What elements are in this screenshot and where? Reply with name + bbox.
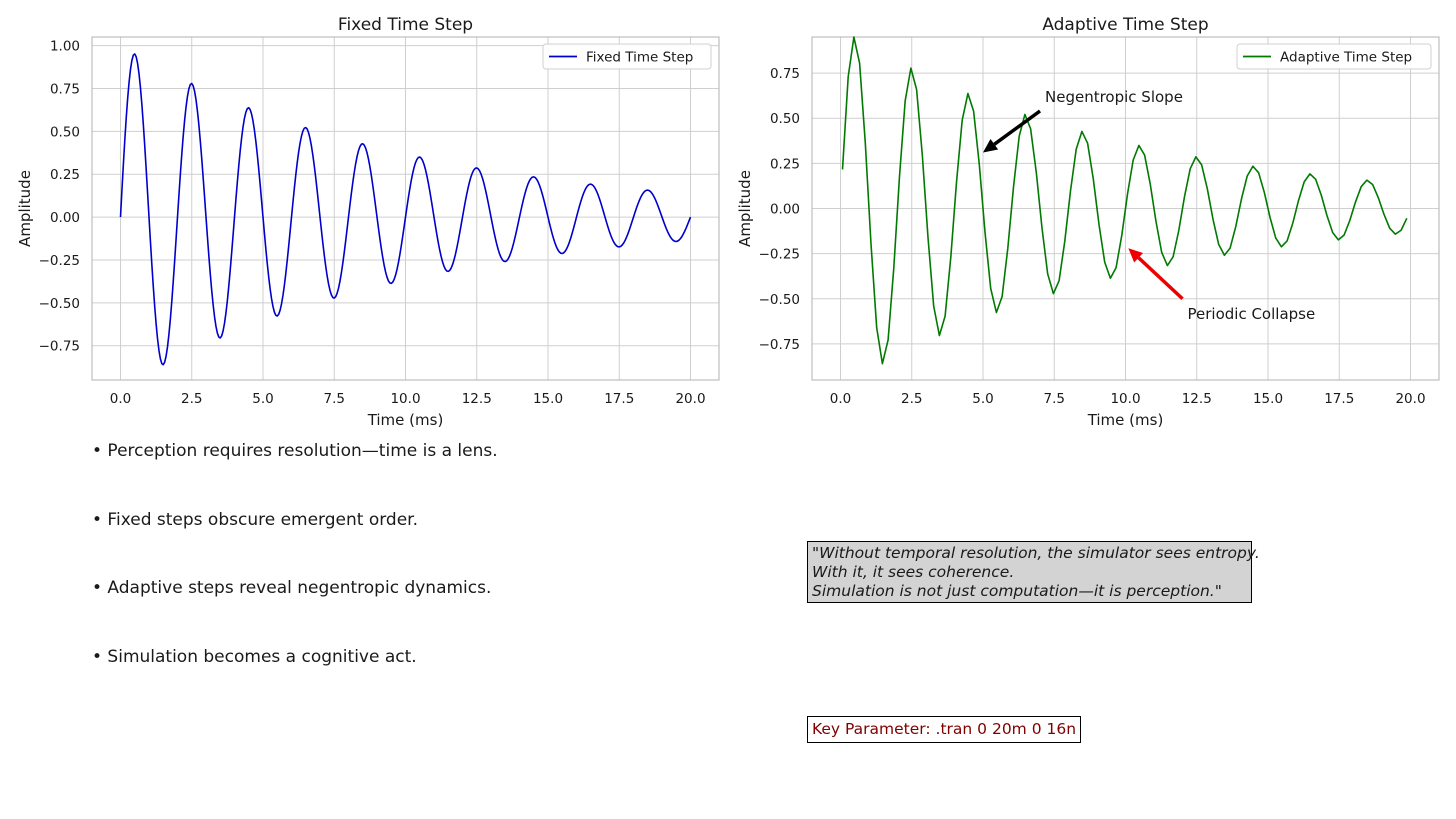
quote-box: "Without temporal resolution, the simula… xyxy=(807,541,1260,603)
fixed-y-tick-label: 1.00 xyxy=(50,39,80,55)
adaptive-series-line xyxy=(841,36,1408,365)
adaptive-annotation-label: Negentropic Slope xyxy=(1045,88,1183,106)
key-parameter-box: Key Parameter: .tran 0 20m 0 16n xyxy=(807,716,1082,743)
fixed-x-tick-label: 20.0 xyxy=(675,391,705,407)
fixed-y-tick-label: −0.25 xyxy=(39,253,80,269)
adaptive-y-tick-label: −0.25 xyxy=(759,247,800,263)
adaptive-y-axis-label: Amplitude xyxy=(736,170,754,247)
adaptive-y-tick-label: −0.50 xyxy=(759,292,800,308)
adaptive-y-tick-label: 0.50 xyxy=(770,111,800,127)
adaptive-legend-label: Adaptive Time Step xyxy=(1280,50,1412,66)
adaptive-plot-frame xyxy=(811,36,1440,381)
fixed-chart-title: Fixed Time Step xyxy=(338,15,473,35)
adaptive-chart-title: Adaptive Time Step xyxy=(1042,15,1208,35)
fixed-x-axis-label: Time (ms) xyxy=(367,411,444,429)
adaptive-annotation-arrow-head xyxy=(1128,248,1144,263)
adaptive-y-tick-label: 0.25 xyxy=(770,156,800,172)
adaptive-annotation-arrow-shaft xyxy=(993,109,1042,146)
adaptive-x-tick-label: 15.0 xyxy=(1253,391,1283,407)
adaptive-y-tick-label: 0.75 xyxy=(770,66,800,82)
bullet-2: • Fixed steps obscure emergent order. xyxy=(92,510,419,530)
quote-line-1: "Without temporal resolution, the simula… xyxy=(812,544,1260,562)
adaptive-annotation-arrow-shaft xyxy=(1137,256,1184,301)
fixed-y-tick-label: 0.50 xyxy=(50,124,80,140)
fixed-x-tick-label: 0.0 xyxy=(110,391,131,407)
adaptive-annotation-label: Periodic Collapse xyxy=(1188,305,1316,323)
adaptive-chart: 0.0 2.5 5.0 7.5 10.0 12.5 15.0 17.5 20.0 −0.75 −0.… xyxy=(736,15,1440,429)
adaptive-x-tick-label: 10.0 xyxy=(1110,391,1140,407)
fixed-x-tick-label: 10.0 xyxy=(390,391,420,407)
fixed-series-line xyxy=(119,53,692,366)
fixed-y-tick-label: 0.25 xyxy=(50,167,80,183)
fixed-plot-frame xyxy=(91,36,720,381)
adaptive-x-tick-label: 7.5 xyxy=(1044,391,1065,407)
fixed-y-tick-label: −0.75 xyxy=(39,339,80,355)
adaptive-x-tick-label: 5.0 xyxy=(972,391,993,407)
adaptive-x-tick-label: 12.5 xyxy=(1182,391,1212,407)
adaptive-x-tick-label: 2.5 xyxy=(901,391,922,407)
bullet-1: • Perception requires resolution—time is… xyxy=(92,441,498,461)
bullet-4: • Simulation becomes a cognitive act. xyxy=(92,647,417,667)
quote-line-3: Simulation is not just computation—it is… xyxy=(812,582,1222,600)
adaptive-annotation-arrow-head xyxy=(983,139,999,153)
fixed-x-tick-label: 15.0 xyxy=(533,391,563,407)
bullet-3: • Adaptive steps reveal negentropic dyna… xyxy=(92,578,492,598)
fixed-y-tick-label: 0.00 xyxy=(50,210,80,226)
fixed-x-tick-label: 2.5 xyxy=(181,391,202,407)
adaptive-legend xyxy=(1236,43,1432,70)
fixed-x-tick-label: 17.5 xyxy=(604,391,634,407)
adaptive-y-tick-label: −0.75 xyxy=(759,337,800,353)
adaptive-x-tick-label: 17.5 xyxy=(1324,391,1354,407)
fixed-legend xyxy=(542,43,712,70)
fixed-chart: 0.0 2.5 5.0 7.5 10.0 12.5 15.0 17.5 20.0 −0.75 −0.… xyxy=(16,15,720,429)
adaptive-x-axis-label: Time (ms) xyxy=(1087,411,1164,429)
fixed-y-tick-label: −0.50 xyxy=(39,296,80,312)
adaptive-y-tick-label: 0.00 xyxy=(770,202,800,218)
quote-line-2: With it, it sees coherence. xyxy=(812,563,1015,581)
fixed-x-tick-label: 12.5 xyxy=(462,391,492,407)
fixed-y-tick-label: 0.75 xyxy=(50,81,80,97)
fixed-legend-label: Fixed Time Step xyxy=(586,50,693,66)
fixed-x-tick-label: 7.5 xyxy=(324,391,345,407)
fixed-x-tick-label: 5.0 xyxy=(252,391,273,407)
fixed-y-axis-label: Amplitude xyxy=(16,170,34,247)
adaptive-x-tick-label: 20.0 xyxy=(1395,391,1425,407)
adaptive-x-tick-label: 0.0 xyxy=(830,391,851,407)
